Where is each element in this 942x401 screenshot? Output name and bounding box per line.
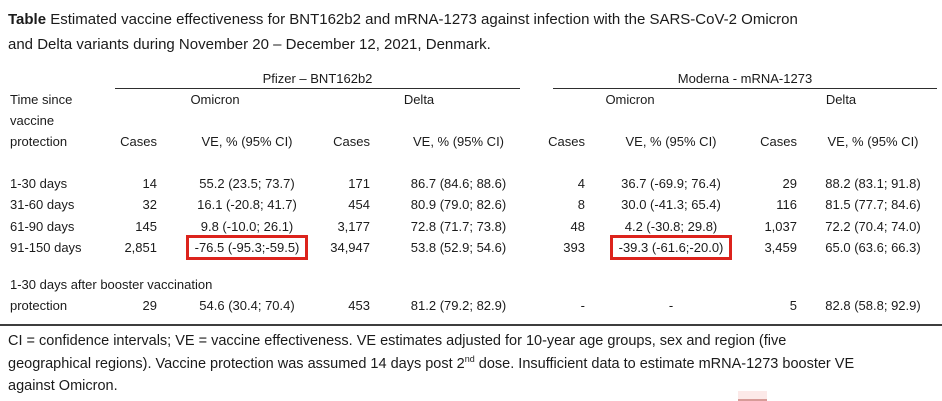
table-caption: Table Estimated vaccine effectiveness fo… (8, 7, 934, 57)
caption-bold-label: Table (8, 11, 47, 28)
ve-cell: 86.7 (84.6; 88.6) (410, 175, 507, 191)
cases-cell: 1,037 (764, 218, 797, 234)
footnote-line-2: geographical regions). Vaccine protectio… (8, 353, 934, 376)
empty-corner-cell (0, 86, 112, 89)
booster-values-row: protection 29 54.6 (30.4; 70.4) 453 81.2… (0, 295, 942, 316)
ve-cell: 81.5 (77.7; 84.6) (825, 197, 921, 212)
cases-cell: 32 (142, 197, 157, 212)
variant-pfizer-omicron: Omicron (190, 92, 240, 107)
footnote-line-3: against Omicron. (8, 378, 118, 394)
highlight-box-pfizer-omicron: -76.5 (-95.3;-59.5) (185, 235, 309, 260)
ve-cell: 72.2 (70.4; 74.0) (825, 218, 921, 234)
variant-header-row: Time since Omicron Delta Omicron Delta (0, 89, 942, 110)
cases-cell: 14 (142, 175, 157, 191)
table-row: 1-30 days 14 55.2 (23.5; 73.7) 171 86.7 … (0, 172, 942, 194)
footnote-divider (0, 324, 942, 326)
footnote-text: dose. Insufficient data to estimate mRNA… (474, 355, 855, 372)
footnote-line-1: CI = confidence intervals; VE = vaccine … (8, 333, 787, 349)
cases-cell: 454 (348, 197, 370, 212)
ve-cell: - (668, 298, 674, 313)
cases-cell: 8 (577, 197, 585, 212)
cases-cell: 5 (789, 298, 797, 313)
ve-header: VE, % (95% CI) (827, 134, 919, 149)
booster-row-label-line1: 1-30 days after booster vaccination (10, 277, 213, 292)
cases-header: Cases (548, 134, 585, 149)
row-label: 1-30 days (10, 175, 68, 191)
ve-cell: 55.2 (23.5; 73.7) (199, 175, 295, 191)
ve-cell: 36.7 (-69.9; 76.4) (621, 175, 721, 191)
cases-cell: 29 (782, 175, 797, 191)
cases-cell: 48 (570, 218, 585, 234)
booster-row-label-line2: protection (10, 298, 68, 313)
ve-header: VE, % (95% CI) (412, 134, 505, 149)
table-row: 31-60 days 32 16.1 (-20.8; 41.7) 454 80.… (0, 194, 942, 216)
cases-header: Cases (333, 134, 370, 149)
ve-cell: 72.8 (71.7; 73.8) (410, 218, 507, 234)
variant-moderna-delta: Delta (825, 92, 857, 107)
group-header-row: Pfizer – BNT162b2 Moderna - mRNA-1273 (0, 63, 942, 89)
ve-cell: 53.8 (52.9; 54.6) (410, 240, 507, 255)
time-since-header-line2: vaccine (10, 113, 55, 128)
column-header-row: protection Cases VE, % (95% CI) Cases VE… (0, 131, 942, 152)
cases-cell: 145 (135, 218, 157, 234)
caption-text: Estimated vaccine effectiveness for BNT1… (46, 11, 798, 28)
booster-label-row: 1-30 days after booster vaccination (0, 274, 942, 295)
row-label: 91-150 days (10, 240, 82, 255)
variant-moderna-omicron: Omicron (605, 92, 655, 107)
ve-header: VE, % (95% CI) (625, 134, 717, 149)
variant-pfizer-delta: Delta (403, 92, 435, 107)
row-header-line2: vaccine (0, 110, 942, 131)
cases-cell: 4 (577, 175, 585, 191)
table-row: 91-150 days 2,851 -76.5 (-95.3;-59.5) 34… (0, 235, 942, 260)
cases-cell: 393 (563, 240, 585, 255)
ve-cell: -39.3 (-61.6;-20.0) (590, 235, 740, 260)
cases-cell: 3,459 (764, 240, 797, 255)
group-moderna: Moderna - mRNA-1273 (520, 71, 942, 89)
cases-cell: - (580, 298, 585, 313)
row-label: 31-60 days (10, 197, 75, 212)
time-since-header-line3: protection (10, 134, 68, 149)
ve-cell: 65.0 (63.6; 66.3) (825, 240, 921, 255)
ve-cell: 88.2 (83.1; 91.8) (825, 175, 921, 191)
ve-header: VE, % (95% CI) (201, 134, 293, 149)
caption-line-2: and Delta variants during November 20 – … (8, 36, 491, 53)
spacer-row (0, 152, 942, 172)
footnote-text: geographical regions). Vaccine protectio… (8, 355, 465, 372)
group-moderna-label: Moderna - mRNA-1273 (553, 71, 937, 89)
ve-table: Pfizer – BNT162b2 Moderna - mRNA-1273 Ti… (0, 63, 942, 316)
red-annotation-artifact (738, 391, 767, 401)
group-pfizer-label: Pfizer – BNT162b2 (115, 71, 520, 89)
table-footnote: CI = confidence intervals; VE = vaccine … (8, 330, 934, 398)
ve-cell: 30.0 (-41.3; 65.4) (621, 197, 721, 212)
cases-cell: 116 (776, 197, 797, 212)
time-since-header-line1: Time since (10, 92, 73, 107)
ve-cell: 16.1 (-20.8; 41.7) (197, 197, 297, 212)
ve-cell: 80.9 (79.0; 82.6) (410, 197, 507, 212)
ve-cell: 9.8 (-10.0; 26.1) (200, 218, 294, 234)
cases-cell: 29 (142, 298, 157, 313)
ve-cell: 4.2 (-30.8; 29.8) (624, 218, 718, 234)
cases-header: Cases (760, 134, 797, 149)
ve-cell: 82.8 (58.8; 92.9) (825, 298, 921, 313)
ve-cell: -76.5 (-95.3;-59.5) (162, 235, 318, 260)
group-pfizer: Pfizer – BNT162b2 (112, 71, 520, 89)
row-label: 61-90 days (10, 218, 75, 234)
ve-cell: 81.2 (79.2; 82.9) (410, 298, 507, 313)
cases-cell: 2,851 (124, 240, 157, 255)
ordinal-superscript: nd (464, 353, 475, 364)
ve-cell: 54.6 (30.4; 70.4) (199, 298, 295, 313)
spacer-row (0, 258, 942, 274)
cases-cell: 171 (348, 175, 370, 191)
cases-cell: 34,947 (330, 240, 370, 255)
cases-cell: 453 (348, 298, 370, 313)
table-row: 61-90 days 145 9.8 (-10.0; 26.1) 3,177 7… (0, 215, 942, 237)
cases-cell: 3,177 (337, 218, 370, 234)
caption-line-1: Table Estimated vaccine effectiveness fo… (8, 7, 934, 32)
highlight-box-moderna-omicron: -39.3 (-61.6;-20.0) (609, 235, 733, 260)
cases-header: Cases (120, 134, 157, 149)
